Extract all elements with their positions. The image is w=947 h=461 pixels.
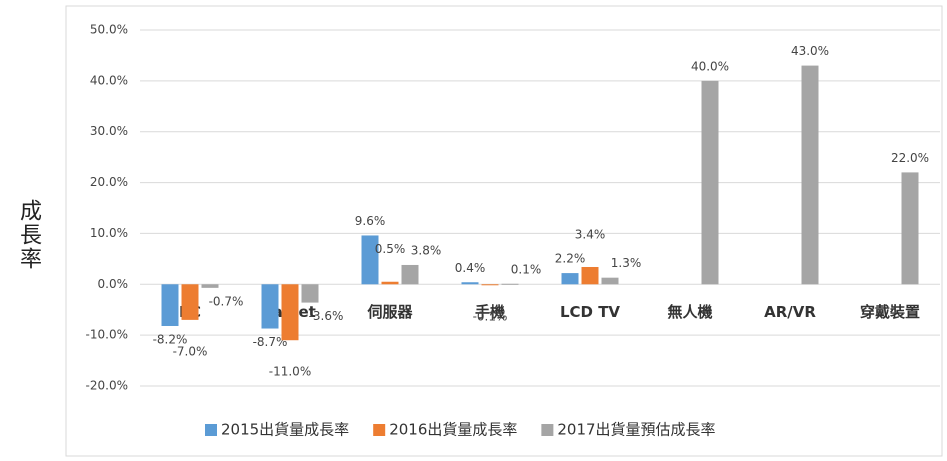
data-label: 22.0%	[891, 151, 929, 165]
data-label: 2.2%	[555, 252, 586, 266]
bar	[481, 284, 499, 286]
data-label: 3.4%	[575, 227, 606, 241]
bar	[581, 266, 599, 285]
legend-label: 2015出貨量成長率	[221, 421, 349, 439]
x-tick-label: 無人機	[667, 303, 712, 321]
legend-label: 2016出貨量成長率	[389, 421, 517, 439]
x-tick-label: 伺服器	[366, 303, 413, 321]
bar	[181, 284, 199, 320]
x-tick-label: 手機	[475, 303, 505, 321]
y-tick-label: -10.0%	[86, 328, 128, 342]
bar	[381, 281, 399, 285]
bar	[501, 283, 519, 285]
data-label: -11.0%	[269, 365, 311, 379]
legend-label: 2017出貨量預估成長率	[557, 421, 715, 439]
bar	[281, 284, 299, 341]
y-tick-label: 40.0%	[90, 73, 128, 87]
bar	[361, 235, 379, 285]
y-tick-label: 50.0%	[90, 23, 128, 37]
data-label: 3.8%	[411, 243, 442, 257]
data-label: -8.7%	[253, 335, 288, 349]
chart-border	[65, 5, 943, 457]
bar	[601, 277, 619, 285]
y-tick-label: 30.0%	[90, 124, 128, 138]
legend-swatch	[541, 424, 554, 436]
x-tick-label: AR/VR	[764, 303, 816, 321]
legend-swatch	[373, 424, 386, 436]
bar	[701, 80, 719, 285]
data-label: 40.0%	[691, 59, 729, 73]
data-label: -8.2%	[153, 332, 188, 346]
data-label: 0.1%	[511, 262, 542, 276]
bar	[301, 284, 319, 303]
bar	[401, 264, 419, 285]
data-label: -3.6%	[309, 309, 344, 323]
y-tick-label: 10.0%	[90, 226, 128, 240]
data-label: -0.7%	[209, 294, 244, 308]
bar	[261, 284, 279, 329]
bar	[201, 284, 219, 288]
data-label: -7.0%	[173, 344, 208, 358]
legend-swatch	[205, 424, 217, 436]
data-label: 0.4%	[455, 261, 486, 275]
y-tick-label: -20.0%	[86, 379, 128, 393]
bar	[161, 284, 179, 326]
data-label: 0.5%	[375, 242, 406, 256]
data-label: 1.3%	[611, 256, 642, 270]
y-axis-title: 成長率	[16, 199, 42, 271]
data-label: 43.0%	[791, 44, 829, 58]
bar	[901, 172, 919, 285]
bar	[561, 273, 579, 285]
y-tick-label: 0.0%	[98, 277, 129, 291]
bar	[801, 65, 819, 285]
data-label: 9.6%	[355, 214, 386, 228]
x-tick-label: LCD TV	[560, 303, 620, 321]
x-tick-label: 穿戴裝置	[860, 303, 920, 321]
y-tick-label: 20.0%	[90, 175, 128, 189]
bar	[461, 282, 479, 285]
data-label: -0.1%	[473, 309, 508, 323]
